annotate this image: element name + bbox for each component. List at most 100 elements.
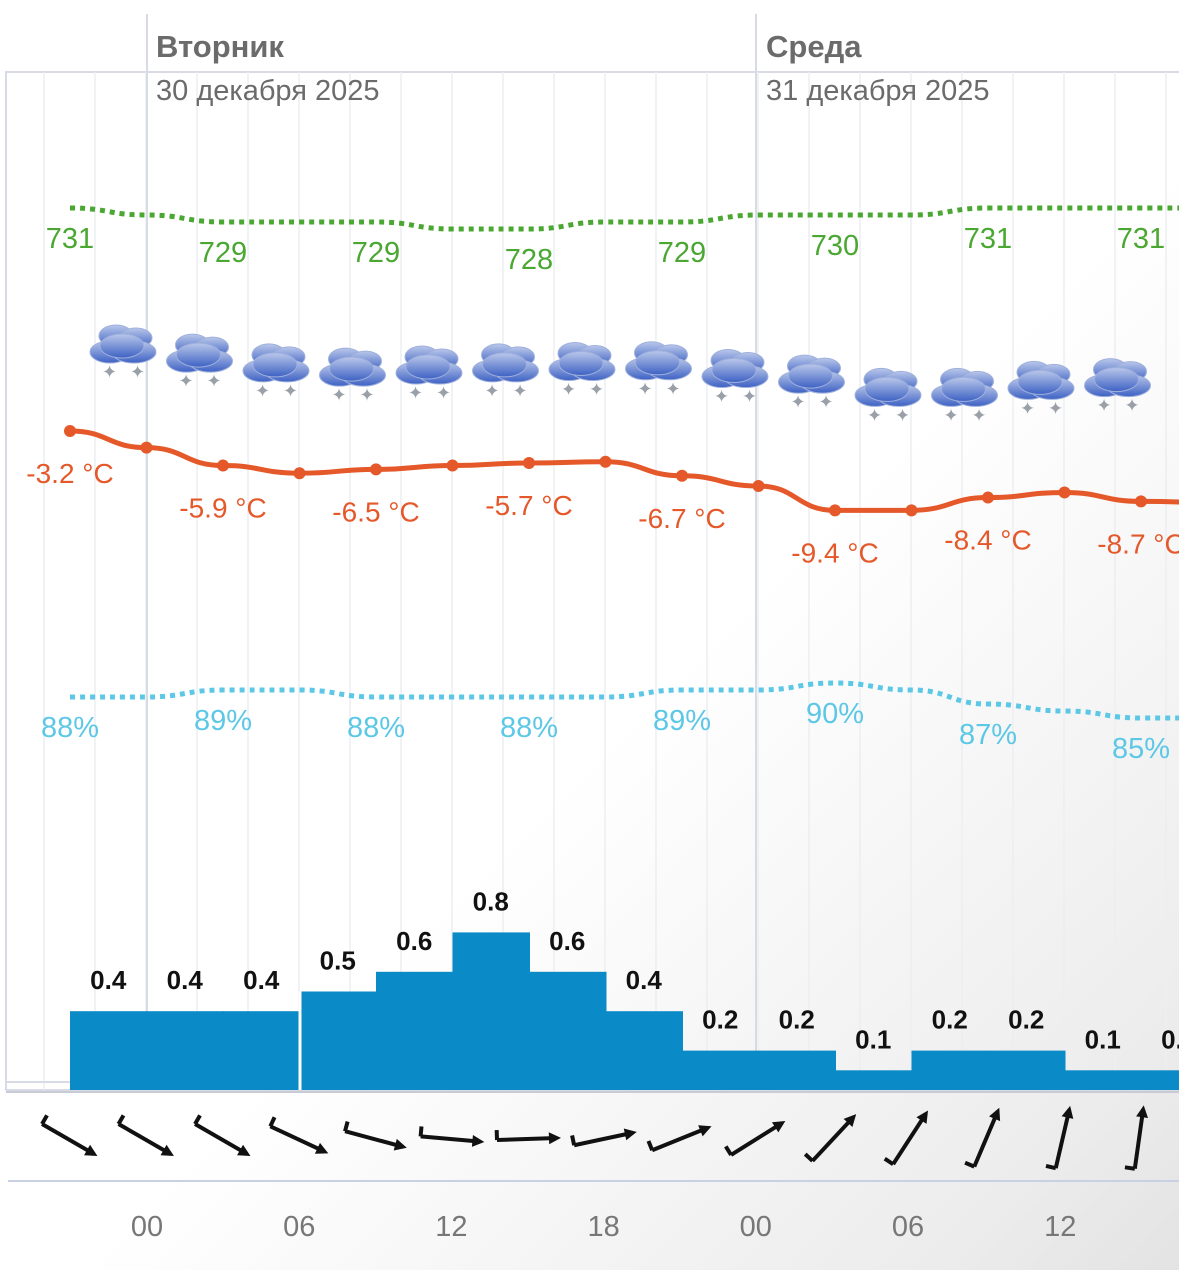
precipitation-bar [682, 1050, 760, 1090]
humidity-label: 85% [1112, 733, 1170, 765]
snowflake-icon: ✦ [332, 385, 347, 406]
humidity-label: 90% [806, 698, 864, 730]
wind-arrowhead [84, 1144, 98, 1156]
cloud-puff [788, 363, 833, 389]
wind-barb [1124, 1165, 1136, 1171]
temperature-point [829, 504, 841, 517]
pressure-label: 731 [46, 223, 94, 255]
temperature-point [752, 480, 765, 493]
humidity-label: 88% [347, 712, 405, 744]
wind-barb-icon [883, 1110, 929, 1166]
wind-barb-icon [803, 1114, 857, 1163]
pressure-label: 729 [658, 237, 706, 269]
snowflake-icon: ✦ [360, 385, 375, 406]
temperature-label: -5.9 °C [179, 493, 266, 524]
x-tick-label: 00 [131, 1211, 163, 1243]
wind-barb [116, 1114, 126, 1125]
wind-barb-icon [418, 1126, 485, 1147]
temperature-line [69, 428, 1179, 513]
cloud-puff [329, 356, 374, 382]
precipitation-label: 0.6 [396, 926, 432, 956]
temperature-label: -3.2 °C [26, 458, 113, 489]
snowflake-icon: ✦ [666, 379, 681, 400]
wind-barb-icon [40, 1114, 98, 1156]
precipitation-bar [376, 971, 454, 1090]
precipitation-label: 0.2 [702, 1005, 738, 1035]
precipitation-label: 0.4 [167, 965, 204, 995]
temperature-point [1135, 495, 1147, 508]
snowflake-icon: ✦ [436, 383, 451, 404]
wind-shaft [194, 1122, 248, 1156]
pressure-line [69, 205, 1179, 232]
snowflake-icon: ✦ [513, 381, 528, 402]
x-tick-label: 18 [587, 1211, 619, 1243]
snowflake-icon: ✦ [867, 405, 882, 426]
wind-arrowhead [393, 1138, 407, 1151]
wind-shaft [1053, 1109, 1072, 1169]
snowflake-icon: ✦ [895, 405, 910, 426]
snowflake-icon: ✦ [944, 405, 959, 426]
snow-cloud-icon: ✦ ✦ [395, 345, 463, 404]
snowflake-icon: ✦ [714, 387, 729, 408]
snow-cloud-icon: ✦ ✦ [89, 324, 157, 383]
wind-barb [343, 1121, 350, 1132]
precipitation-bar [988, 1050, 1066, 1090]
humidity-label: 89% [653, 705, 711, 737]
day-name-0: Вторник [156, 29, 284, 64]
snowflake-icon: ✦ [972, 405, 987, 426]
pressure-label: 730 [811, 230, 859, 262]
snowflake-icon: ✦ [791, 392, 806, 413]
cloud-puff [1094, 367, 1139, 393]
wind-arrowhead [1061, 1105, 1074, 1119]
humidity-label: 89% [194, 705, 252, 737]
humidity-line [69, 680, 1179, 721]
precipitation-label: 0.4 [90, 965, 127, 995]
temperature-point [982, 491, 994, 504]
cloud-puff [864, 376, 910, 402]
snowflake-icon: ✦ [102, 362, 117, 383]
precipitation-bar [223, 1011, 301, 1090]
wind-arrowhead [548, 1132, 561, 1145]
wind-barb [964, 1160, 976, 1169]
day-date-1: 31 декабря 2025 [766, 75, 990, 107]
temperature-point [1058, 486, 1071, 499]
precipitation-bar [835, 1070, 913, 1090]
temperature-label: -9.4 °C [791, 537, 878, 568]
humidity-label: 87% [959, 719, 1017, 751]
precipitation-bar [605, 1011, 683, 1090]
temperature-label: -6.7 °C [638, 503, 725, 534]
wind-shaft [651, 1125, 709, 1153]
x-tick-label: 06 [892, 1211, 924, 1243]
pressure-label: 728 [505, 244, 553, 276]
snowflake-icon: ✦ [130, 362, 145, 383]
wind-arrowhead [916, 1110, 929, 1124]
snowflake-icon: ✦ [207, 371, 222, 392]
day-date-0: 30 декабря 2025 [156, 75, 380, 107]
snow-cloud-icon: ✦ ✦ [1084, 358, 1151, 417]
cloud-puff [635, 350, 680, 376]
wind-shaft [573, 1130, 634, 1148]
temperature-point [370, 463, 382, 476]
cloud-puff [176, 342, 221, 368]
snow-cloud-icon: ✦ ✦ [166, 333, 233, 392]
wind-arrowhead [1136, 1105, 1149, 1119]
snow-cloud-icon: ✦ ✦ [472, 343, 539, 402]
snowflake-icon: ✦ [819, 392, 834, 413]
precipitation-bar [529, 971, 607, 1090]
snowflake-icon: ✦ [561, 380, 576, 401]
cloud-puff [941, 376, 986, 402]
wind-shaft [729, 1121, 784, 1157]
x-tick-label: 00 [740, 1211, 772, 1243]
temperature-label: -8.7 °C [1097, 528, 1179, 559]
precipitation-label: 0.2 [932, 1005, 968, 1035]
cloud-puff [558, 351, 604, 376]
wind-barb-icon [964, 1107, 1001, 1169]
wind-barb [570, 1135, 577, 1146]
precipitation-bar [1064, 1070, 1142, 1090]
temperature-point [523, 457, 535, 469]
wind-arrowhead [160, 1144, 174, 1156]
wind-barb [803, 1152, 814, 1163]
temperature-label: -5.7 °C [485, 490, 572, 521]
cloud-puff [99, 333, 145, 359]
